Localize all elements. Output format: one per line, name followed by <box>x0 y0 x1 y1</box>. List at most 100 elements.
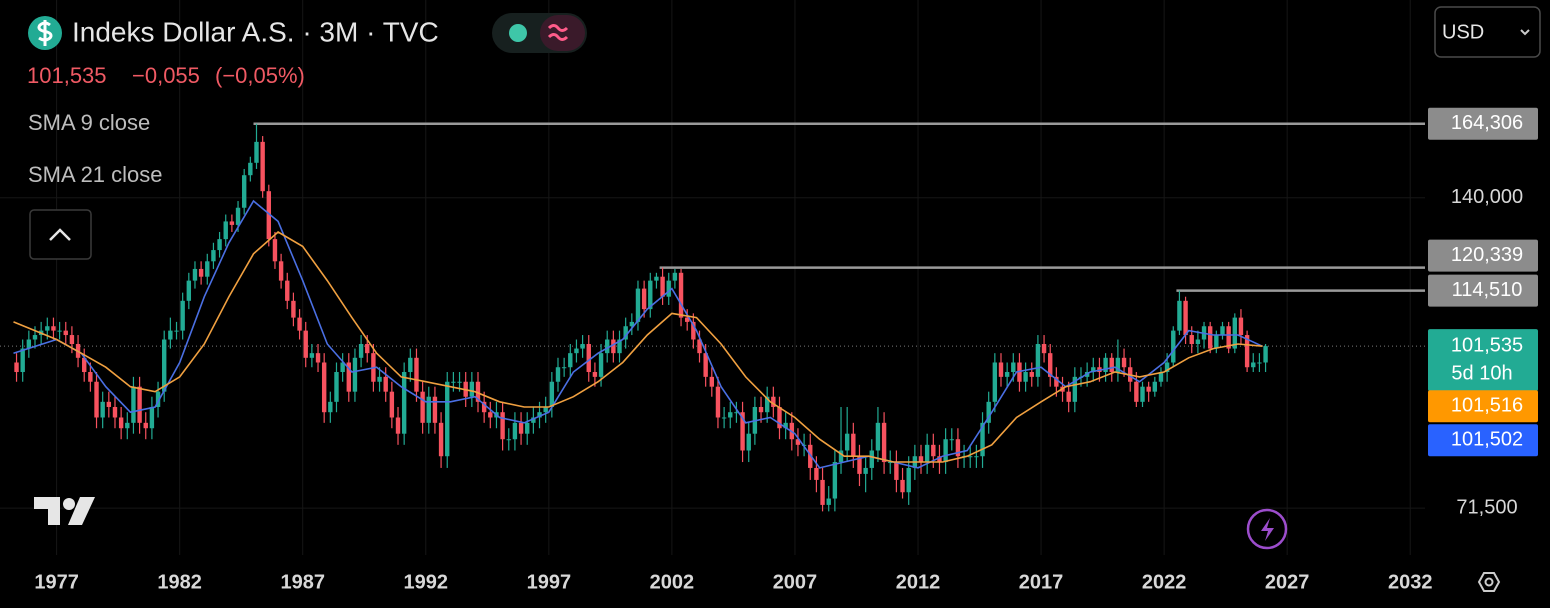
candle-body <box>45 326 50 331</box>
candle-body <box>291 300 296 318</box>
candle-body <box>340 362 345 373</box>
candle-body <box>69 335 75 345</box>
candle-body <box>666 280 671 297</box>
candle-body <box>617 339 622 354</box>
candle-body <box>672 272 678 281</box>
candle-body <box>518 422 524 434</box>
candle-body <box>1023 372 1028 382</box>
candle-body <box>697 339 702 354</box>
candle-body <box>1232 317 1238 349</box>
candle-body <box>155 391 161 407</box>
candle-body <box>1011 362 1016 373</box>
candle-body <box>900 479 905 493</box>
candle-body <box>248 162 253 176</box>
candle-body <box>180 300 185 331</box>
candle-body <box>1263 346 1268 363</box>
candle-body <box>432 396 438 423</box>
candle-body <box>764 396 770 413</box>
price-label: 101,535 <box>1451 334 1523 356</box>
candle-body <box>51 326 56 331</box>
candle-body <box>881 422 887 463</box>
candle-body <box>931 444 936 457</box>
candle-body <box>414 357 419 392</box>
x-tick-label: 2002 <box>650 571 695 593</box>
y-tick-label: 140,000 <box>1451 186 1523 208</box>
candle-body <box>174 330 179 332</box>
candle-body <box>746 433 751 451</box>
candle-body <box>1134 381 1139 402</box>
candle-body <box>1115 357 1121 373</box>
settings-button[interactable] <box>1477 572 1501 592</box>
candle-body <box>408 357 413 373</box>
candle-body <box>217 239 222 251</box>
candle-body <box>162 339 167 392</box>
candle-body <box>125 422 130 429</box>
candle-body <box>1048 353 1053 377</box>
candle-body <box>525 422 530 434</box>
candle-body <box>512 422 518 440</box>
candle-body <box>63 330 68 336</box>
candle-body <box>580 344 585 349</box>
candle-body <box>1257 362 1262 364</box>
lightning-button[interactable] <box>1246 508 1288 550</box>
x-tick-label: 2017 <box>1019 571 1064 593</box>
candle-body <box>1140 386 1145 402</box>
candle-body <box>937 456 942 463</box>
candle-body <box>445 381 450 457</box>
symbol-title[interactable]: Indeks Dollar A.S. · 3M · TVC <box>72 16 439 47</box>
logo-part <box>63 498 75 510</box>
candle-body <box>469 381 475 397</box>
x-tick-label: 2032 <box>1388 571 1433 593</box>
candle-body <box>998 362 1004 377</box>
candle-body <box>555 367 561 382</box>
candle-body <box>586 344 591 373</box>
price-label-box <box>1428 274 1538 307</box>
dollar-glyph <box>37 20 53 46</box>
candle-body <box>924 444 930 463</box>
candle-body <box>1244 335 1250 368</box>
candle-body <box>229 221 235 225</box>
candle-body <box>358 344 364 358</box>
dropdown-caret <box>1520 29 1530 36</box>
candle-body <box>1004 372 1010 377</box>
candle-body <box>943 439 948 463</box>
legend-entry: SMA 21 close <box>28 162 163 187</box>
candle-body <box>986 401 991 423</box>
candle-body <box>592 372 598 377</box>
candle-body <box>605 339 610 354</box>
candle-body <box>715 386 721 418</box>
candle-body <box>457 381 462 383</box>
candle-body <box>82 357 87 373</box>
candle-body <box>438 422 444 457</box>
candle-body <box>709 376 715 387</box>
candle-body <box>112 406 118 418</box>
candle-body <box>691 321 696 340</box>
candle-body <box>537 412 542 418</box>
candle-body <box>888 462 893 464</box>
market-open-dot <box>509 24 527 42</box>
price-label-box <box>1428 329 1538 392</box>
candle-body <box>703 353 708 377</box>
bar-countdown: 5d 10h <box>1451 362 1512 384</box>
delay-glyph <box>547 24 569 41</box>
candle-body <box>1183 300 1188 336</box>
candle-body <box>561 367 567 369</box>
currency-select[interactable] <box>1434 6 1541 58</box>
price-label-box <box>1428 239 1538 272</box>
candle-body <box>389 391 395 418</box>
candle-body <box>100 401 105 418</box>
tradingview-logo <box>34 497 95 525</box>
candle-body <box>623 326 628 340</box>
logo-part <box>34 497 60 525</box>
collapse-button[interactable] <box>29 209 92 260</box>
candle-body <box>648 280 653 310</box>
candle-body <box>869 450 874 468</box>
candle-body <box>808 444 813 468</box>
candle-body <box>968 456 973 458</box>
price-lines <box>0 122 1425 347</box>
candle-body <box>1041 344 1047 354</box>
candle-body <box>241 175 247 208</box>
candle-body <box>783 422 788 429</box>
candle-body <box>598 353 604 377</box>
